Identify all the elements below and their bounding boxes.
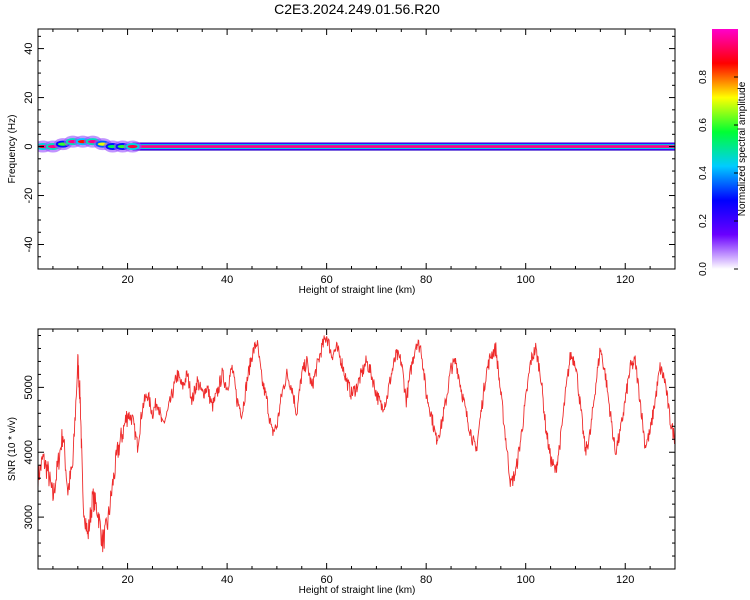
snr-ylabel: SNR (10 * v/v) bbox=[7, 417, 18, 481]
colorbar-label: Normalized spectral amplitude bbox=[737, 81, 748, 216]
snr-axes: 20 40 60 80 100 120 3000 4000 5000 bbox=[23, 329, 676, 586]
y-tick-label: 5000 bbox=[23, 375, 35, 399]
colorbar: 0.0 0.2 0.4 0.6 0.8 Normalized spectral ampl… bbox=[698, 29, 748, 276]
colorbar-tick-label: 0.2 bbox=[698, 214, 709, 228]
colorbar-tick-label: 0.4 bbox=[698, 166, 709, 180]
x-tick-label: 80 bbox=[420, 574, 432, 586]
figure-title: C2E3.2024.249.01.56.R20 bbox=[274, 1, 440, 17]
spectral-cell bbox=[127, 144, 138, 149]
x-tick-label: 40 bbox=[221, 274, 233, 286]
x-tick-label: 60 bbox=[321, 574, 333, 586]
snr-plot-area bbox=[38, 329, 675, 569]
x-tick-label: 80 bbox=[420, 274, 432, 286]
y-tick-label: 4000 bbox=[23, 440, 35, 464]
snr-frame bbox=[37, 328, 676, 570]
x-tick-label: 100 bbox=[517, 574, 535, 586]
band-layer bbox=[132, 145, 675, 148]
y-tick-label: 3000 bbox=[23, 505, 35, 529]
x-tick-label: 40 bbox=[221, 574, 233, 586]
snr-panel: 20 40 60 80 100 120 3000 4000 5000 Height of str… bbox=[7, 328, 676, 596]
y-tick-label: 20 bbox=[23, 91, 35, 103]
x-tick-label: 20 bbox=[121, 574, 133, 586]
snr-xlabel: Height of straight line (km) bbox=[299, 585, 416, 596]
x-tick-label: 20 bbox=[121, 274, 133, 286]
x-tick-label: 100 bbox=[517, 274, 535, 286]
colorbar-ticks: 0.0 0.2 0.4 0.6 0.8 bbox=[698, 70, 738, 276]
spectrogram-xlabel: Height of straight line (km) bbox=[299, 285, 416, 296]
x-tick-label: 60 bbox=[321, 274, 333, 286]
colorbar-tick-label: 0.6 bbox=[698, 118, 709, 132]
y-tick-label: 40 bbox=[23, 42, 35, 54]
spectrogram-panel: 20 40 60 80 100 120 -40 -20 0 20 40 Height of stra… bbox=[7, 28, 676, 296]
colorbar-tick-label: 0.0 bbox=[698, 262, 709, 276]
colorbar-tick-label: 0.8 bbox=[698, 70, 709, 84]
snr-series-line bbox=[38, 335, 675, 553]
spectrogram-frame bbox=[37, 28, 676, 270]
spectrogram-ylabel: Frequency (Hz) bbox=[7, 115, 18, 184]
y-tick-label: -20 bbox=[23, 188, 35, 204]
x-tick-label: 120 bbox=[616, 574, 634, 586]
snr-marks bbox=[38, 335, 675, 553]
colorbar-gradient bbox=[712, 29, 738, 269]
y-tick-label: -40 bbox=[23, 237, 35, 253]
spectrogram-marks bbox=[38, 135, 675, 153]
spectrogram-axes: 20 40 60 80 100 120 -40 -20 0 20 40 bbox=[23, 29, 676, 286]
y-tick-label: 0 bbox=[23, 143, 35, 149]
x-tick-label: 120 bbox=[616, 274, 634, 286]
